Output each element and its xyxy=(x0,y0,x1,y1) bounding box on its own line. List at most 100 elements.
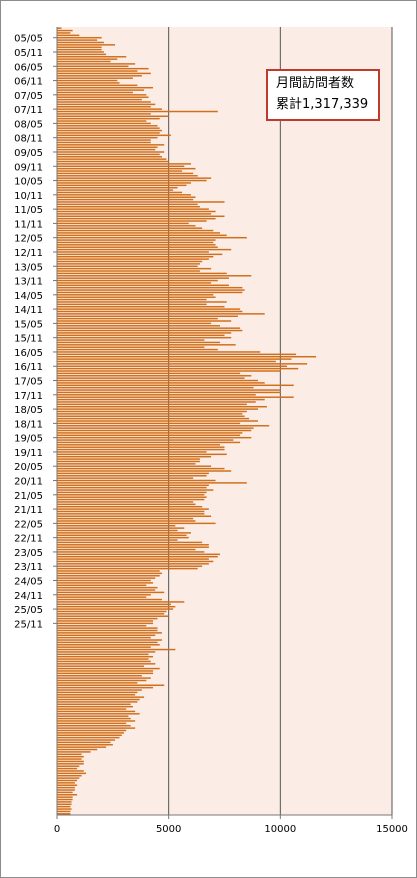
y-tick-label: 06/11 xyxy=(14,77,43,88)
bar xyxy=(57,232,221,234)
y-tick-label: 09/05 xyxy=(14,148,43,159)
bar xyxy=(57,579,151,582)
bar xyxy=(57,339,205,341)
y-tick-label: 20/11 xyxy=(14,477,43,488)
bar xyxy=(57,253,223,256)
bar xyxy=(57,101,151,103)
bar xyxy=(57,413,243,415)
y-tick-label: 10/05 xyxy=(14,177,43,188)
bar xyxy=(57,496,207,498)
bar xyxy=(57,89,145,91)
bar xyxy=(57,689,142,691)
bar xyxy=(57,244,216,246)
bar xyxy=(57,141,151,144)
bar xyxy=(57,503,196,506)
bar xyxy=(57,534,187,537)
bar xyxy=(57,732,124,734)
bar xyxy=(57,741,111,744)
bar xyxy=(57,665,145,667)
bar xyxy=(57,746,107,748)
bar xyxy=(57,317,218,320)
bar xyxy=(57,156,162,158)
bar xyxy=(57,446,225,448)
bar xyxy=(57,658,149,660)
bar xyxy=(57,170,183,172)
y-tick-labels: 05/05 05/11 06/05 06/11 07/05 07/11 08/05 08/11… xyxy=(14,34,43,631)
bar xyxy=(57,465,212,467)
bar xyxy=(57,758,82,760)
y-tick-label: 20/05 xyxy=(14,462,43,473)
bar xyxy=(57,401,256,403)
y-tick-label: 14/11 xyxy=(14,305,43,316)
bar xyxy=(57,617,158,620)
bar xyxy=(57,644,160,646)
y-tick-label: 16/05 xyxy=(14,348,43,359)
bar xyxy=(57,491,207,494)
bar xyxy=(57,29,73,32)
bar xyxy=(57,182,191,184)
bar xyxy=(57,724,131,727)
bar xyxy=(57,589,156,591)
bar xyxy=(57,86,154,89)
bar xyxy=(57,798,73,801)
bar xyxy=(57,622,154,625)
bar xyxy=(57,694,136,696)
x-tick-label: 15000 xyxy=(376,824,408,835)
y-tick-label: 13/11 xyxy=(14,277,43,288)
bar xyxy=(57,727,136,729)
bar xyxy=(57,248,232,251)
bar xyxy=(57,541,203,544)
bar xyxy=(57,425,270,427)
y-tick-label: 08/05 xyxy=(14,119,43,130)
y-tick-label: 24/11 xyxy=(14,591,43,602)
bar xyxy=(57,301,227,303)
bar xyxy=(57,96,149,98)
bar xyxy=(57,477,194,479)
y-tick-label: 15/11 xyxy=(14,334,43,345)
bar xyxy=(57,791,73,794)
bar xyxy=(57,127,160,129)
bar xyxy=(57,482,247,484)
bar xyxy=(57,767,78,770)
bar xyxy=(57,520,196,522)
bar xyxy=(57,186,178,189)
bar xyxy=(57,427,254,429)
bar xyxy=(57,122,151,125)
bar xyxy=(57,53,107,56)
bar xyxy=(57,36,102,39)
bar xyxy=(57,755,84,758)
bar xyxy=(57,796,73,798)
bar xyxy=(57,558,209,560)
bar xyxy=(57,565,203,567)
bar xyxy=(57,679,147,682)
bar xyxy=(57,44,116,46)
bar xyxy=(57,234,227,237)
bar xyxy=(57,494,205,496)
bar xyxy=(57,639,162,641)
bar xyxy=(57,236,247,239)
bar xyxy=(57,410,247,413)
bar xyxy=(57,203,198,206)
bar xyxy=(57,286,243,289)
bar xyxy=(57,403,247,406)
bar xyxy=(57,48,102,51)
y-tick-label: 17/11 xyxy=(14,391,43,402)
bar xyxy=(57,160,169,163)
bar xyxy=(57,455,212,458)
bar xyxy=(57,382,265,384)
bar xyxy=(57,641,158,644)
bar xyxy=(57,555,218,558)
bar xyxy=(57,786,75,789)
bar xyxy=(57,184,187,187)
x-tick-label: 10000 xyxy=(264,824,296,835)
bar xyxy=(57,367,299,370)
bar xyxy=(57,620,154,622)
bar xyxy=(57,196,196,198)
bar xyxy=(57,308,241,310)
bar xyxy=(57,72,151,75)
bar xyxy=(57,651,156,653)
bar xyxy=(57,648,176,651)
y-tick-label: 14/05 xyxy=(14,291,43,302)
bar xyxy=(57,415,245,417)
y-tick-label: 10/11 xyxy=(14,191,43,202)
